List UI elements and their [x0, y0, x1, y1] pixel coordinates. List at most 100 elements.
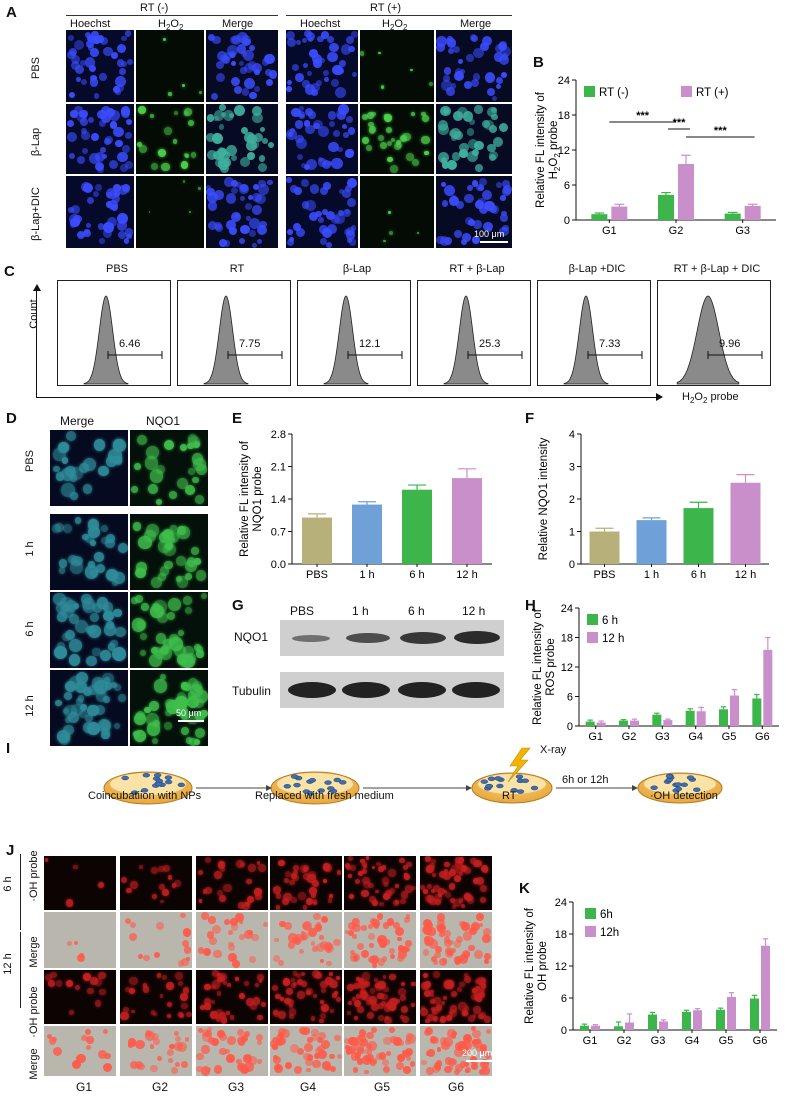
group-label-rt-pos: RT (+)	[370, 2, 402, 14]
y-tick-label: 1.4	[271, 494, 286, 506]
micrograph-a-r2-c1	[66, 104, 134, 174]
micrograph-d-r2-c2	[130, 514, 208, 590]
bar-G1-s2	[596, 722, 606, 726]
legend-label-1: RT (-)	[599, 87, 629, 99]
cell-icon	[674, 786, 683, 792]
micrograph-j-r3-c3	[196, 970, 268, 1024]
lane-label-1h: 1 h	[352, 604, 369, 618]
col-label-g2-j: G2	[152, 1080, 169, 1094]
cell-icon	[516, 789, 525, 794]
blot-nqo1	[280, 620, 504, 656]
y-tick-label: 2.8	[271, 429, 286, 441]
flow-histogram-5	[537, 280, 651, 386]
micrograph-a-r2-c2	[136, 104, 204, 174]
cell-icon	[306, 791, 315, 796]
micrograph-j-r3-c6	[420, 970, 492, 1024]
micrograph-j-r2-c6	[420, 912, 492, 968]
bar-12h-s1	[452, 478, 482, 564]
scale-label-a: 100 μm	[474, 229, 505, 239]
scale-label-d: 50 μm	[176, 708, 202, 718]
group-line-6h	[20, 854, 21, 930]
cell-icon	[487, 776, 496, 781]
panel-letter-d: D	[6, 410, 17, 427]
panel-letter-i: I	[6, 740, 11, 757]
cell-icon	[317, 788, 325, 793]
chart-e: 0.0 0.7 1.4 2.1 2.8 Relative FL intensity of N…	[239, 429, 492, 581]
col-label-merge-d: Merge	[60, 414, 95, 428]
cell-icon	[154, 781, 163, 787]
micrograph-a-r3-c4	[286, 176, 358, 248]
micrograph-j-r4-c1	[44, 1026, 116, 1076]
micrograph-a-r3-c1	[66, 176, 134, 248]
micrograph-d-r1-c1	[50, 430, 128, 506]
micrograph-a-r1-c4	[286, 30, 358, 102]
y-tick-label: 0	[564, 215, 570, 227]
step-label-replaced: Replaced with fresh medium	[255, 790, 394, 802]
row-label-blap-dic: β-Lap+DIC	[30, 187, 42, 241]
y-tick-label: 24	[555, 897, 567, 909]
y-tick-label: 1	[569, 527, 575, 539]
flow-title-2: RT	[229, 263, 245, 275]
row-label-6h-d: 6 h	[24, 621, 36, 637]
histogram-peak-1	[83, 295, 129, 385]
cell-icon	[142, 772, 151, 778]
group-line-rt-neg	[66, 15, 278, 16]
gate-value-6: 9.96	[719, 338, 741, 350]
x-tick-label: G2	[669, 225, 684, 237]
row-label-tubulin-g: Tubulin	[232, 684, 271, 698]
cell-icon	[327, 786, 335, 791]
micrograph-a-r1-c5	[360, 30, 434, 102]
lane-label-pbs: PBS	[290, 604, 315, 618]
bar-G4-s2	[693, 1010, 702, 1030]
legend-label-1: 6 h	[602, 615, 618, 627]
xray-bolt-icon	[507, 747, 531, 783]
col-label-merge-2: Merge	[460, 18, 492, 30]
cell-icon	[153, 773, 162, 778]
histogram-peak-2	[203, 295, 249, 385]
panel-letter-a: A	[6, 4, 17, 21]
flow-histogram-2	[177, 280, 291, 386]
bar-G3-s1	[648, 1014, 657, 1030]
lane-label-6h: 6 h	[408, 604, 425, 618]
xray-label: X-ray	[540, 744, 567, 756]
micrograph-d-r3-c1	[50, 592, 128, 668]
svg-text:ROS probe: ROS probe	[545, 638, 557, 696]
panel-letter-h: H	[525, 597, 536, 614]
lane-label-12h: 12 h	[462, 604, 486, 618]
chart-f: 0 1 2 3 4 Relative NQO1 intensity PBS 1 h 6 h 12 …	[538, 429, 769, 581]
col-label-nqo1-d: NQO1	[146, 414, 181, 428]
cell-icon	[293, 782, 301, 788]
col-label-g6-j: G6	[448, 1080, 465, 1094]
row-label-merge-6h: Merge	[28, 936, 40, 968]
x-tick-label: G6	[753, 1035, 768, 1047]
svg-text:Relative FL intensity of: Relative FL intensity of	[239, 440, 251, 557]
bar-6h-s1	[402, 489, 432, 564]
cell-icon	[496, 783, 504, 789]
cell-icon	[290, 774, 299, 779]
micrograph-j-r1-c5	[344, 856, 416, 910]
x-axis-line	[36, 397, 656, 398]
significance-label-2: ***	[673, 117, 687, 129]
bar-G1-s1	[585, 721, 595, 726]
y-tick-label: 12	[555, 961, 567, 973]
y-tick-label: 3	[569, 462, 575, 474]
flow-histogram-1	[57, 280, 171, 386]
bar-G2-s1	[614, 1026, 623, 1030]
legend-swatch-2	[585, 926, 596, 937]
row-label-oh-probe-12h: ·OH probe	[28, 986, 40, 1038]
scale-bar-a	[480, 241, 508, 243]
micrograph-a-r2-c4	[286, 104, 358, 174]
micrograph-a-r2-c5	[360, 104, 434, 174]
gate-value-1: 6.46	[119, 338, 141, 350]
micrograph-j-r2-c3	[196, 912, 268, 968]
micrograph-a-r1-c3	[206, 30, 278, 102]
panel-letter-e: E	[232, 410, 243, 427]
cell-icon	[164, 779, 173, 785]
scale-bar-j	[466, 1060, 492, 1062]
flow-histogram-6	[657, 280, 771, 386]
bar-G6-s1	[752, 698, 762, 726]
band-nqo1-6h	[400, 632, 446, 644]
cell-icon	[510, 788, 518, 793]
micrograph-j-r1-c6	[420, 856, 492, 910]
micrograph-j-r2-c5	[344, 912, 416, 968]
